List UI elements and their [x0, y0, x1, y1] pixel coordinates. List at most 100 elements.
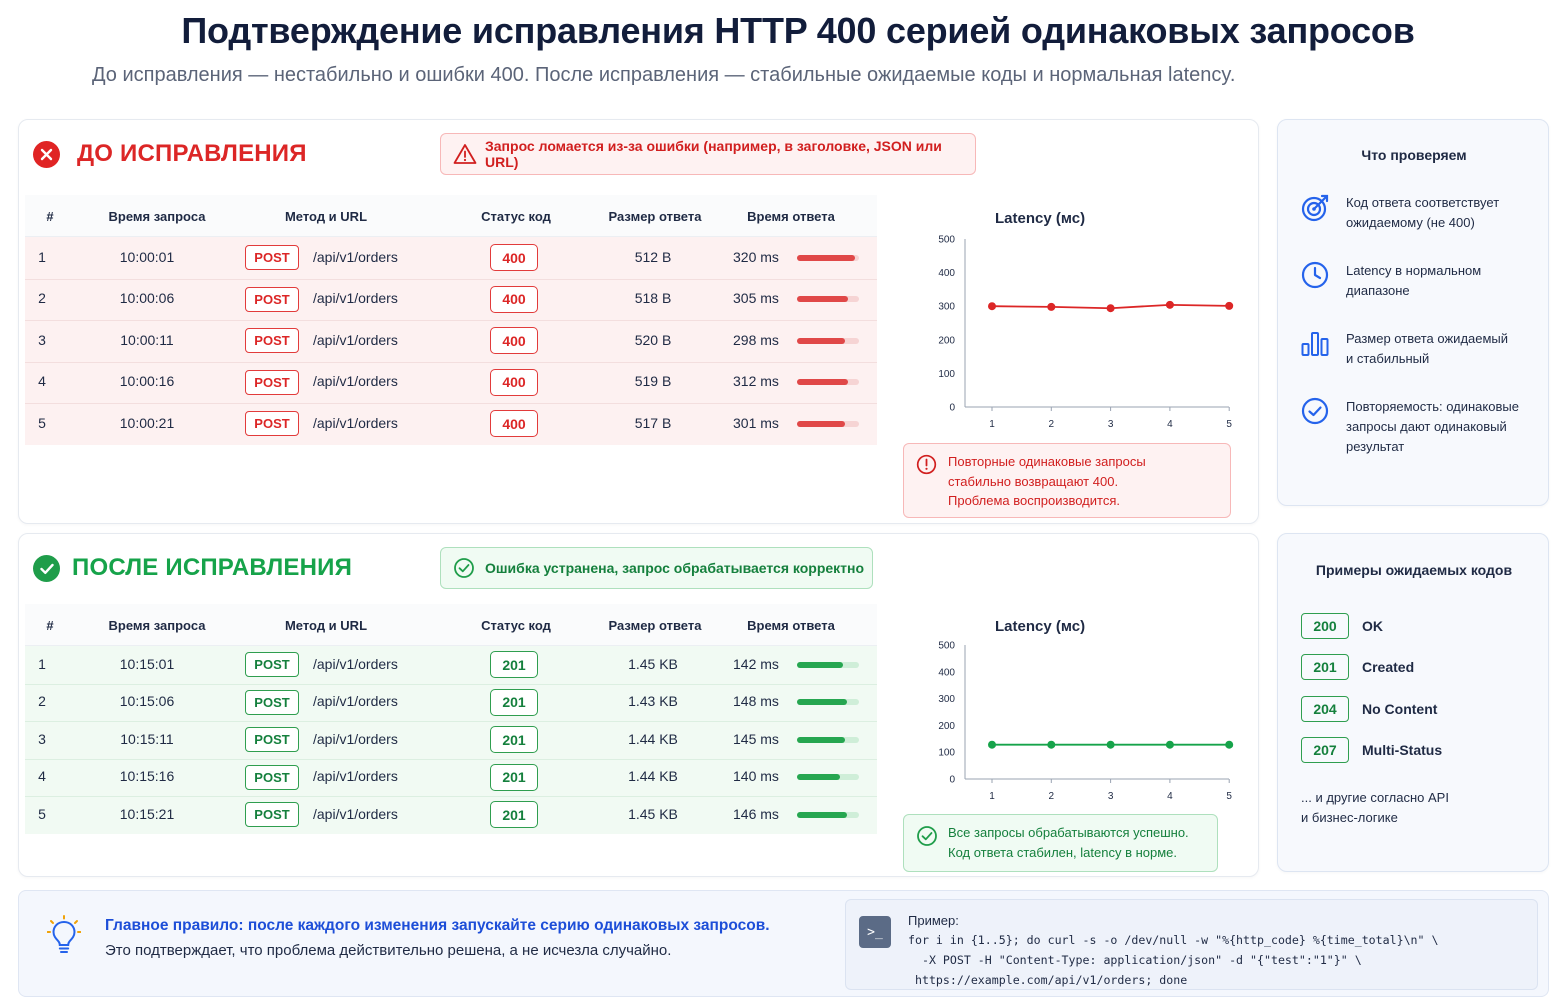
latency-bar-fill	[797, 337, 846, 344]
bar-chart-icon	[1301, 331, 1329, 362]
example-label-ok: OK	[1362, 618, 1383, 634]
response-time: 140 ms	[733, 768, 779, 785]
before-banner-text: Запрос ломается из-за ошибки (например, …	[485, 138, 942, 170]
before-note-line-3: Проблема воспроизводится.	[948, 493, 1120, 508]
response-size: 1.43 KB	[628, 693, 678, 710]
latency-bar-fill	[797, 811, 847, 818]
before-latency-chart: Latency (мс) 0 100 200 300 400 500 1 2 3 4 5	[899, 202, 1239, 437]
latency-bar	[797, 661, 859, 668]
check-item-4-line-3: результат	[1346, 439, 1405, 454]
column-header: #	[46, 617, 54, 633]
request-url: /api/v1/orders	[313, 331, 398, 348]
check-item-1-line-2: ожидаемому (не 400)	[1346, 215, 1475, 230]
request-time: 10:00:16	[119, 373, 175, 390]
row-divider	[25, 796, 877, 797]
y-tick-label: 500	[938, 235, 955, 246]
row-number: 5	[38, 414, 46, 431]
table-row: 2 10:15:06 POST/api/v1/orders 201 1.43 KB 148…	[25, 684, 877, 722]
latency-bar-fill	[797, 661, 843, 668]
y-tick-label: 100	[938, 369, 955, 380]
row-number: 2	[38, 693, 46, 710]
table-row: 3 10:00:11 POST/api/v1/orders 400 520 B 298 m…	[25, 320, 877, 362]
after-panel: ПОСЛЕ ИСПРАВЛЕНИЯ Ошибка устранена, запр…	[18, 533, 1259, 877]
request-time: 10:15:06	[119, 693, 175, 710]
row-number: 2	[38, 290, 46, 307]
status-code-badge: 400	[490, 368, 538, 396]
response-size: 520 B	[634, 331, 672, 348]
response-size: 518 B	[634, 290, 672, 307]
status-code-badge: 400	[490, 285, 538, 313]
target-icon	[1300, 193, 1330, 228]
error-x-icon	[33, 141, 60, 168]
status-code-badge: 201	[490, 651, 538, 679]
footer-rule-panel: Главное правило: после каждого изменения…	[18, 890, 1549, 997]
latency-bar-fill	[797, 774, 841, 781]
row-divider	[25, 278, 877, 280]
chart-svg: 0 100 200 300 400 500 1 2 3 4 5	[938, 235, 1234, 430]
y-tick-label: 200	[938, 335, 955, 346]
request-time: 10:15:21	[119, 805, 175, 822]
data-point	[1225, 301, 1234, 310]
after-latency-chart: Latency (мс) 0 100 200 300 400 500 1 2 3 4 5	[899, 612, 1239, 807]
chart-title: Latency (мс)	[995, 210, 1086, 227]
row-divider	[25, 721, 877, 722]
examples-title: Примеры ожидаемых кодов	[1315, 562, 1513, 578]
table-body: 1 10:00:01 POST/api/v1/orders 400 512 B 320 m…	[25, 237, 877, 445]
y-tick-label: 400	[938, 667, 955, 678]
check-item-4: Повторяемость: одинаковые запросы дают о…	[1346, 397, 1519, 457]
page-title: Подтверждение исправления HTTP 400 серие…	[181, 10, 1415, 51]
x-tick-label: 1	[989, 419, 995, 430]
request-url: /api/v1/orders	[313, 730, 398, 747]
request-url: /api/v1/orders	[313, 414, 398, 431]
check-item-3-line-1: Размер ответа ожидаемый	[1346, 331, 1509, 346]
x-tick-label: 2	[1049, 419, 1055, 430]
table-row: 4 10:15:16 POST/api/v1/orders 201 1.44 KB 140…	[25, 759, 877, 797]
status-code-badge: 400	[490, 410, 538, 438]
latency-bar-fill	[797, 736, 846, 743]
latency-bar-fill	[797, 699, 847, 706]
column-header: Статус код	[481, 208, 551, 224]
request-time: 10:15:11	[120, 730, 174, 747]
example-label-created: Created	[1362, 659, 1415, 675]
status-code-badge: 400	[490, 327, 538, 355]
after-note: Все запросы обрабатываются успешно. Код …	[903, 814, 1218, 872]
request-url: /api/v1/orders	[313, 805, 398, 822]
page-subtitle: До исправления — нестабильно и ошибки 40…	[92, 64, 1236, 86]
check-item-1-line-1: Код ответа соответствует	[1346, 195, 1500, 210]
check-item-2: Latency в нормальном диапазоне	[1346, 261, 1481, 301]
main-rule-text: Главное правило: после каждого изменения…	[105, 917, 770, 934]
table-row: 5 10:15:21 POST/api/v1/orders 201 1.45 KB 146…	[25, 796, 877, 834]
chart-svg: 0 100 200 300 400 500 1 2 3 4 5	[938, 641, 1234, 802]
latency-bar	[797, 420, 859, 427]
code-line-2: -X POST -H "Content-Type: application/js…	[908, 953, 1362, 967]
table-row: 3 10:15:11 POST/api/v1/orders 201 1.44 KB 145…	[25, 721, 877, 759]
latency-bar	[797, 699, 859, 706]
method-badge: POST	[245, 411, 299, 437]
response-size: 1.44 KB	[628, 768, 678, 785]
example-label: Пример:	[908, 913, 959, 928]
method-badge: POST	[245, 286, 299, 312]
response-time: 312 ms	[733, 373, 779, 390]
x-tick-label: 5	[1226, 419, 1232, 430]
example-code-204: 204	[1301, 696, 1349, 722]
method-badge: POST	[245, 689, 299, 715]
request-url: /api/v1/orders	[313, 290, 398, 307]
y-tick-label: 0	[949, 775, 955, 786]
y-tick-label: 200	[938, 721, 955, 732]
data-point	[1106, 740, 1115, 749]
latency-bar	[797, 337, 859, 344]
before-note: Повторные одинаковые запросы стабильно в…	[903, 443, 1231, 518]
method-badge: POST	[245, 764, 299, 790]
column-header: Метод и URL	[284, 617, 368, 633]
status-code-badge: 400	[490, 244, 538, 272]
example-code-201: 201	[1301, 654, 1349, 680]
x-tick-label: 2	[1049, 791, 1055, 802]
x-tick-label: 1	[989, 791, 995, 802]
status-code-badge: 201	[490, 726, 538, 754]
check-item-3-line-2: и стабильный	[1346, 351, 1430, 366]
column-header: Время ответа	[747, 208, 835, 224]
check-item-1: Код ответа соответствует ожидаемому (не …	[1346, 193, 1499, 233]
table-body: 1 10:15:01 POST/api/v1/orders 201 1.45 KB 142…	[25, 646, 877, 834]
row-divider	[25, 758, 877, 760]
y-tick-label: 400	[938, 268, 955, 279]
